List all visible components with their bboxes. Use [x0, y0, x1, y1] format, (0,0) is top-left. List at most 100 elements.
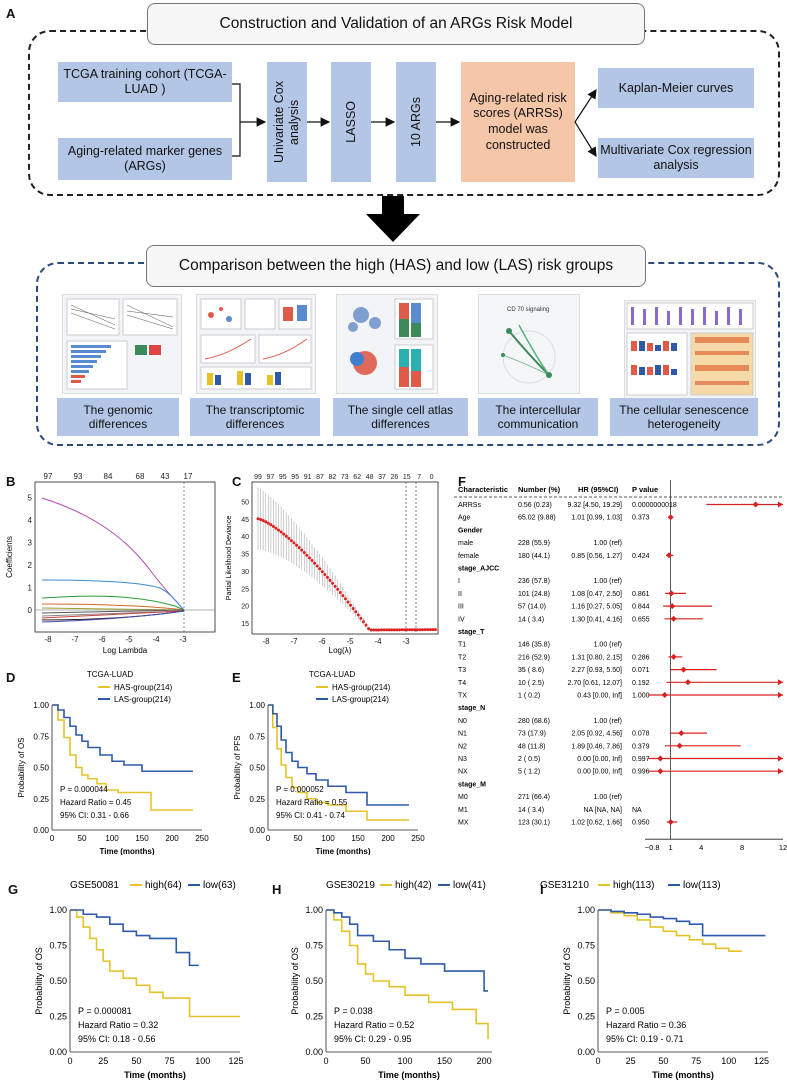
- km-x-tick: 50: [658, 1056, 668, 1066]
- forest-row-name: N0: [458, 718, 467, 725]
- forest-row-number: 180 (44.1): [518, 553, 550, 560]
- km-title: GSE30219: [326, 880, 375, 891]
- km-xlabel: Time (months): [100, 847, 155, 855]
- km-x-tick: 0: [67, 1056, 72, 1066]
- km-y-tick: 1.00: [577, 905, 595, 915]
- km-title: TCGA-LUAD: [87, 670, 133, 679]
- km-x-tick: 250: [195, 834, 209, 843]
- tcga-cohort-box: TCGA training cohort (TCGA-LUAD ): [58, 62, 232, 102]
- km-x-tick: 100: [321, 834, 335, 843]
- forest-header: HR (95%CI): [578, 485, 619, 494]
- cv-point: [292, 541, 296, 545]
- panel-d-label: D: [6, 670, 16, 685]
- cv-point: [346, 600, 350, 604]
- lasso-top-tick: 93: [74, 472, 83, 481]
- lasso-x-tick: -7: [71, 635, 79, 644]
- km-hazard-ratio: Hazard Ratio = 0.55: [276, 798, 348, 807]
- lasso-y-tick: 5: [28, 494, 33, 503]
- legend-low: LAS-group(214): [332, 695, 389, 704]
- cv-y-tick: 50: [241, 499, 249, 506]
- panel-i-label: I: [540, 882, 544, 897]
- km-plot-e: 0.00 0.25 0.50 0.75 1.00 0 50 100 150 200 250 Time …: [233, 670, 425, 855]
- forest-row-hr: 1.00 (ref): [594, 642, 622, 649]
- forest-row-hr: 2.05 [0.92, 4.56]: [571, 731, 622, 738]
- forest-ci-arrow: [778, 692, 783, 698]
- caption-genomic: The genomic differences: [57, 398, 179, 436]
- cv-point: [300, 548, 304, 552]
- lasso-top-tick: 43: [161, 472, 170, 481]
- forest-row-name: stage_T: [458, 629, 485, 636]
- cv-point: [277, 528, 281, 532]
- cv-point: [415, 628, 419, 632]
- forest-row-pvalue: 0.996: [632, 769, 650, 776]
- panel-c-label: C: [232, 474, 242, 489]
- cv-top-tick: 95: [279, 474, 287, 481]
- forest-row-pvalue: NA: [632, 807, 642, 814]
- cv-point: [387, 628, 391, 632]
- km-y-tick: 0.25: [249, 795, 265, 804]
- cv-point: [403, 628, 407, 632]
- cv-point: [369, 628, 373, 632]
- forest-estimate: [670, 615, 677, 622]
- km-pvalue: P = 0.005: [606, 1006, 645, 1016]
- km-hazard-ratio: Hazard Ratio = 0.32: [78, 1020, 158, 1030]
- panel-g-label: G: [8, 882, 19, 897]
- km-plot-h: 0.00 0.25 0.50 0.75 1.00 0 50 100 150 200 Time (mo…: [290, 880, 492, 1080]
- lasso-x-tick: -6: [98, 635, 106, 644]
- forest-x-tick: 1: [668, 843, 672, 850]
- km-y-tick: 1.00: [249, 701, 265, 710]
- km-ci: 95% CI: 0.31 - 0.66: [60, 811, 129, 820]
- forest-row-name: Gender: [458, 527, 483, 534]
- km-x-tick: 100: [105, 834, 119, 843]
- cv-point: [343, 597, 347, 601]
- km-hazard-ratio: Hazard Ratio = 0.45: [60, 798, 132, 807]
- forest-row-name: stage_AJCC: [458, 566, 499, 573]
- forest-row-number: 216 (52.9): [518, 654, 550, 661]
- km-x-tick: 0: [50, 834, 55, 843]
- legend-high: high(113): [613, 880, 655, 891]
- cv-point: [256, 517, 260, 521]
- cv-top-tick: 7: [417, 474, 421, 481]
- cv-point: [341, 594, 345, 598]
- km-x-tick: 150: [351, 834, 365, 843]
- forest-estimate: [669, 603, 676, 610]
- cv-point: [284, 534, 288, 538]
- cv-point: [279, 530, 283, 534]
- forest-row-pvalue: 0.861: [632, 591, 650, 598]
- cv-point: [331, 581, 335, 585]
- cv-point: [282, 532, 286, 536]
- cv-y-tick: 15: [241, 621, 249, 628]
- forest-row-hr: 1.02 [0.62, 1.66]: [571, 820, 622, 827]
- forest-row-name: T3: [458, 667, 466, 674]
- km-y-tick: 1.00: [305, 905, 323, 915]
- legend-high: high(42): [395, 880, 432, 891]
- cv-point: [289, 539, 293, 543]
- lasso-x-tick: -8: [44, 635, 52, 644]
- forest-row-pvalue: 0.950: [632, 820, 650, 827]
- forest-header: P value: [632, 485, 658, 494]
- forest-row-number: 280 (68.6): [518, 718, 550, 725]
- forest-row-hr: NA [NA, NA]: [583, 807, 622, 814]
- forest-row-name: I: [458, 578, 460, 585]
- forest-ci-arrow: [778, 679, 783, 686]
- km-y-tick: 0.75: [249, 732, 265, 741]
- cv-point: [364, 623, 368, 627]
- km-y-tick: 0.00: [577, 1047, 595, 1057]
- cv-point: [421, 628, 425, 632]
- km-y-tick: 1.00: [49, 905, 67, 915]
- cv-point: [385, 628, 389, 632]
- forest-row-number: 10 ( 2.5): [518, 680, 544, 687]
- legend-high: HAS-group(214): [114, 683, 173, 692]
- km-y-tick: 0.50: [249, 764, 265, 773]
- forest-row-name: II: [458, 591, 462, 598]
- cv-top-tick: 91: [304, 474, 312, 481]
- cv-top-tick: 97: [267, 474, 275, 481]
- lasso-x-tick: -5: [125, 635, 133, 644]
- km-y-tick: 0.75: [33, 732, 49, 741]
- km-y-tick: 0.00: [305, 1047, 323, 1057]
- forest-estimate: [680, 666, 687, 673]
- cv-top-tick: 62: [353, 474, 361, 481]
- forest-row-hr: 1.00 (ref): [594, 794, 622, 801]
- forest-row-number: 14 ( 3.4): [518, 807, 544, 814]
- km-y-tick: 0.00: [249, 826, 265, 835]
